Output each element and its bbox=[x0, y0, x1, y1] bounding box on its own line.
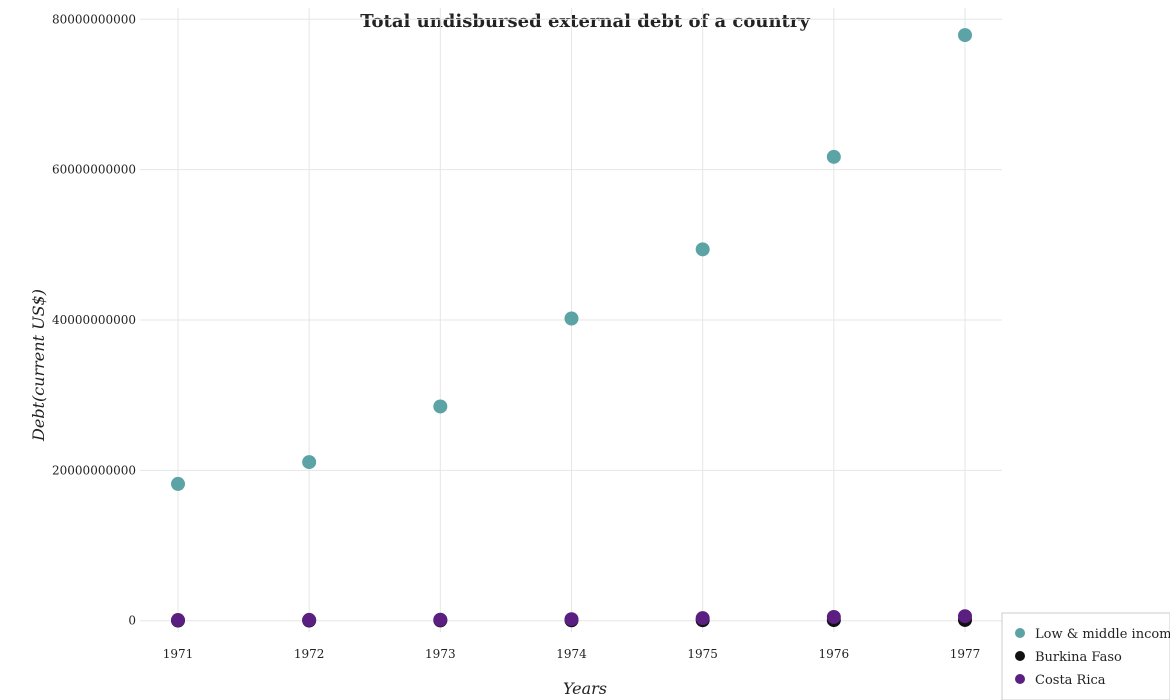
legend-box bbox=[1001, 612, 1170, 700]
x-tick-label: 1974 bbox=[556, 647, 587, 661]
legend-label-low-middle-income: Low & middle income bbox=[1035, 627, 1170, 642]
costa-rica-point bbox=[564, 612, 579, 627]
x-tick-label: 1972 bbox=[294, 647, 325, 661]
y-axis-title: Debt(current US$) bbox=[29, 289, 48, 442]
y-tick-label: 60000000000 bbox=[52, 163, 136, 177]
x-axis-title: Years bbox=[563, 679, 607, 698]
low-middle-income-point bbox=[826, 149, 841, 164]
y-tick-label: 80000000000 bbox=[52, 12, 136, 26]
y-axis-ticks: 0 20000000000 40000000000 60000000000 800000… bbox=[52, 12, 136, 627]
legend-marker-low-middle-income bbox=[1015, 628, 1025, 638]
costa-rica-point bbox=[695, 611, 710, 626]
low-middle-income-point bbox=[564, 311, 579, 326]
y-tick-label: 0 bbox=[128, 614, 136, 628]
legend-label-costa-rica: Costa Rica bbox=[1035, 673, 1106, 688]
x-tick-label: 1975 bbox=[687, 647, 718, 661]
legend-label-burkina-faso: Burkina Faso bbox=[1035, 650, 1122, 665]
costa-rica-point bbox=[826, 609, 841, 624]
chart-title: Total undisbursed external debt of a cou… bbox=[360, 11, 810, 32]
costa-rica-point bbox=[171, 613, 185, 628]
low-middle-income-point bbox=[433, 399, 448, 414]
x-axis-ticks: 1971 1972 1973 1974 1975 1976 1977 bbox=[163, 647, 981, 661]
costa-rica-point bbox=[433, 612, 448, 627]
y-tick-label: 40000000000 bbox=[52, 313, 136, 327]
grid bbox=[140, 8, 1002, 632]
low-middle-income-point bbox=[958, 28, 972, 43]
x-tick-label: 1973 bbox=[425, 647, 456, 661]
x-tick-label: 1976 bbox=[819, 647, 850, 661]
legend-marker-burkina-faso bbox=[1015, 651, 1025, 661]
legend-marker-costa-rica bbox=[1015, 674, 1025, 684]
legend: Low & middle income Burkina Faso Costa R… bbox=[1001, 612, 1170, 700]
x-tick-label: 1977 bbox=[950, 647, 981, 661]
costa-rica-point bbox=[302, 612, 317, 627]
data-points bbox=[171, 28, 972, 628]
x-tick-label: 1971 bbox=[163, 647, 194, 661]
low-middle-income-point bbox=[171, 476, 185, 491]
costa-rica-point bbox=[958, 609, 972, 624]
low-middle-income-point bbox=[695, 242, 710, 257]
y-tick-label: 20000000000 bbox=[52, 463, 136, 477]
low-middle-income-point bbox=[302, 455, 317, 470]
